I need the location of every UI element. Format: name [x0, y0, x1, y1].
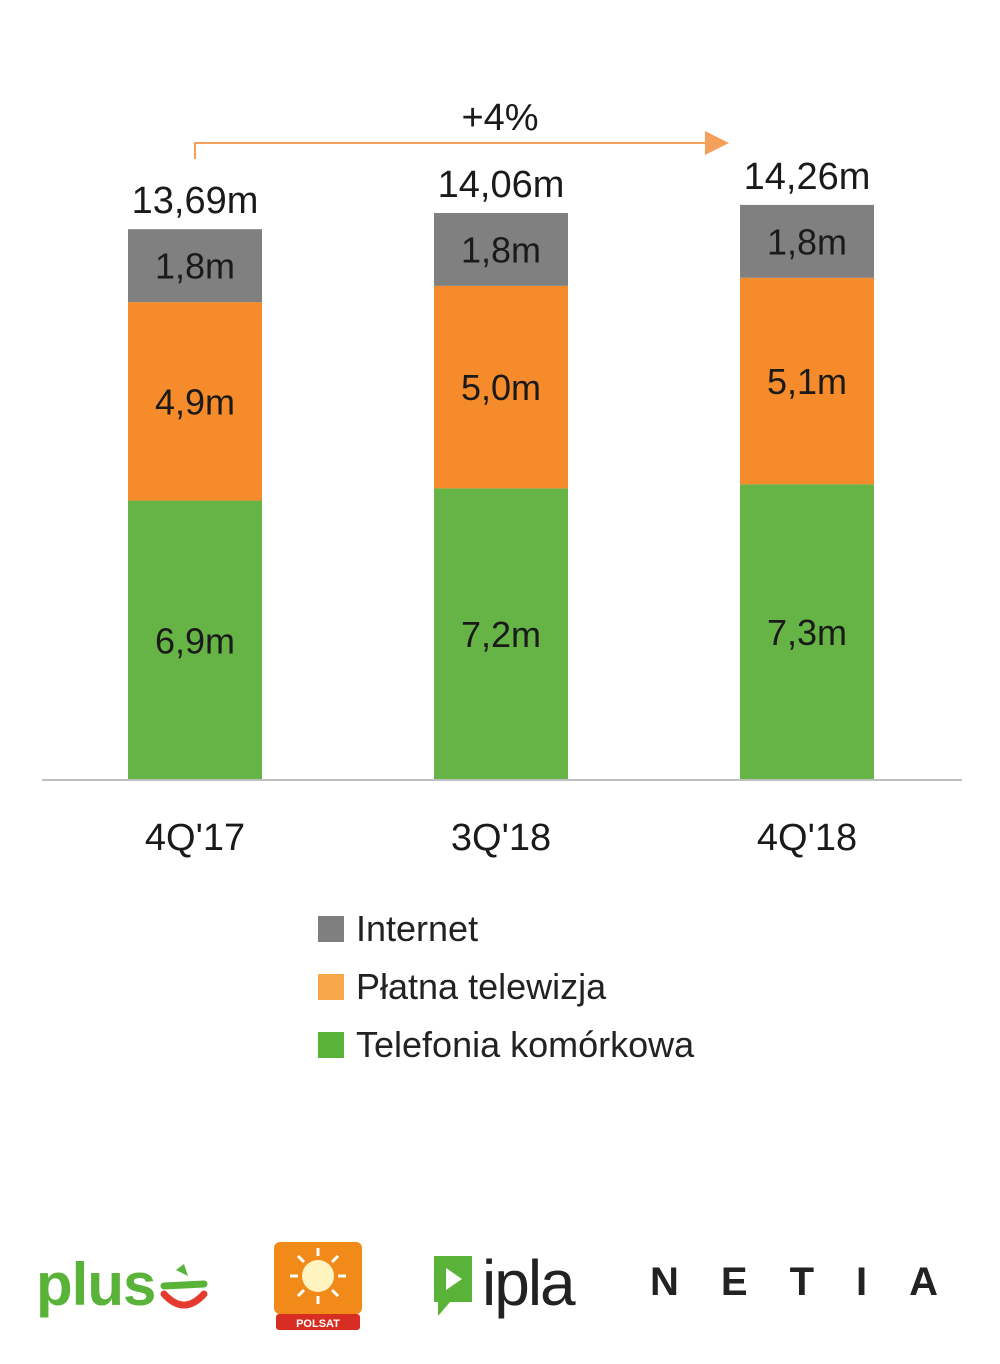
growth-annotation-label: +4% — [461, 97, 538, 139]
legend-item-telefonia-komorkowa: Telefonia komórkowa — [318, 1016, 694, 1074]
tick-labels-layer: 4Q'17 3Q'18 4Q'18 — [145, 817, 857, 859]
bar-telefonia-kom-rkowa-3q-18 — [434, 488, 568, 780]
legend-swatch-internet — [318, 916, 344, 942]
ipla-logo-text: ipla — [482, 1247, 576, 1319]
plus-logo-text: plus — [36, 1251, 156, 1318]
legend-label-internet: Internet — [356, 908, 479, 949]
data-label-telefonia-kom-rkowa-4q-18: 7,3m — [767, 612, 847, 653]
polsat-logo: POLSAT — [274, 1242, 362, 1330]
legend-item-internet: Internet — [318, 900, 694, 958]
total-label-4q-18: 14,26m — [744, 156, 871, 198]
bar-internet-4q-18 — [740, 204, 874, 278]
growth-arrow — [194, 131, 729, 159]
data-label-internet-3q-18: 1,8m — [461, 229, 541, 270]
x-tick-label-4q-17: 4Q'17 — [145, 817, 245, 859]
plus-smile-icon — [160, 1264, 208, 1309]
brand-logos-row: plus POLSAT — [0, 1230, 1000, 1340]
ipla-logo: ipla — [430, 1248, 580, 1328]
total-label-3q-18: 14,06m — [438, 164, 565, 206]
polsat-logo-text: POLSAT — [296, 1318, 340, 1330]
plus-logo: plus — [36, 1252, 216, 1322]
bar-internet-3q-18 — [434, 213, 568, 286]
bars-layer — [128, 204, 874, 780]
x-tick-label-3q-18: 3Q'18 — [451, 817, 551, 859]
bar-p-atna-telewizja-4q-18 — [740, 277, 874, 485]
total-label-4q-17: 13,69m — [132, 180, 259, 222]
growth-annotation: +4% — [194, 97, 729, 159]
legend-label-telefonia-komorkowa: Telefonia komórkowa — [356, 1024, 695, 1065]
polsat-sun-icon: POLSAT — [274, 1242, 362, 1330]
bar-telefonia-kom-rkowa-4q-17 — [128, 500, 262, 780]
legend-swatch-platna-telewizja — [318, 974, 344, 1000]
legend: Internet Płatna telewizja Telefonia komó… — [318, 900, 694, 1074]
legend-item-platna-telewizja: Płatna telewizja — [318, 958, 694, 1016]
ipla-play-icon — [434, 1256, 472, 1316]
data-label-telefonia-kom-rkowa-3q-18: 7,2m — [461, 614, 541, 655]
netia-logo: NETIA — [650, 1260, 950, 1320]
data-label-internet-4q-18: 1,8m — [767, 221, 847, 262]
data-label-p-atna-telewizja-4q-18: 5,1m — [767, 361, 847, 402]
data-label-p-atna-telewizja-3q-18: 5,0m — [461, 367, 541, 408]
x-tick-label-4q-18: 4Q'18 — [757, 817, 857, 859]
bar-p-atna-telewizja-3q-18 — [434, 285, 568, 489]
labels-layer: 6,9m 4,9m 1,8m 13,69m 7,2m 5,0m 1,8m 14,06m 7,3m… — [132, 156, 871, 661]
netia-logo-text: NETIA — [650, 1260, 980, 1304]
bar-telefonia-kom-rkowa-4q-18 — [740, 484, 874, 780]
legend-swatch-telefonia-komorkowa — [318, 1032, 344, 1058]
data-label-telefonia-kom-rkowa-4q-17: 6,9m — [155, 620, 235, 661]
stacked-bar-chart: 6,9m 4,9m 1,8m 13,69m 7,2m 5,0m 1,8m 14,06m 7,3m… — [42, 97, 962, 859]
data-label-internet-4q-17: 1,8m — [155, 246, 235, 287]
legend-label-platna-telewizja: Płatna telewizja — [356, 966, 607, 1007]
bar-internet-4q-17 — [128, 229, 262, 303]
data-label-p-atna-telewizja-4q-17: 4,9m — [155, 381, 235, 422]
bar-p-atna-telewizja-4q-17 — [128, 302, 262, 501]
